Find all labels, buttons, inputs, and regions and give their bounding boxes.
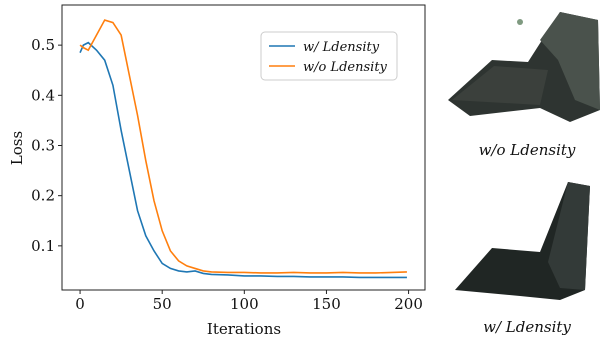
x-tick-label: 0	[75, 295, 85, 313]
x-tick-label: 50	[153, 295, 172, 313]
y-tick-label: 0.4	[31, 86, 55, 104]
figure: Loss Iterations w/o Ldensity w/ Ldensity…	[0, 0, 607, 343]
x-tick-label: 100	[230, 295, 259, 313]
render-caption: w/ Ldensity	[483, 318, 571, 336]
render-caption: w/o Ldensity	[479, 141, 576, 159]
render-top	[448, 12, 600, 122]
y-tick-label: 0.5	[31, 36, 55, 54]
legend-label: w/o Ldensity	[303, 60, 388, 75]
legend-label: w/ Ldensity	[303, 40, 380, 55]
y-axis-label: Loss	[8, 131, 26, 165]
y-tick-label: 0.2	[31, 187, 55, 205]
render-bottom	[455, 182, 590, 300]
x-axis-label: Iterations	[207, 320, 281, 338]
x-tick-label: 150	[312, 295, 341, 313]
y-tick-label: 0.3	[31, 136, 55, 154]
x-tick-label: 200	[394, 295, 423, 313]
y-tick-label: 0.1	[31, 237, 55, 255]
